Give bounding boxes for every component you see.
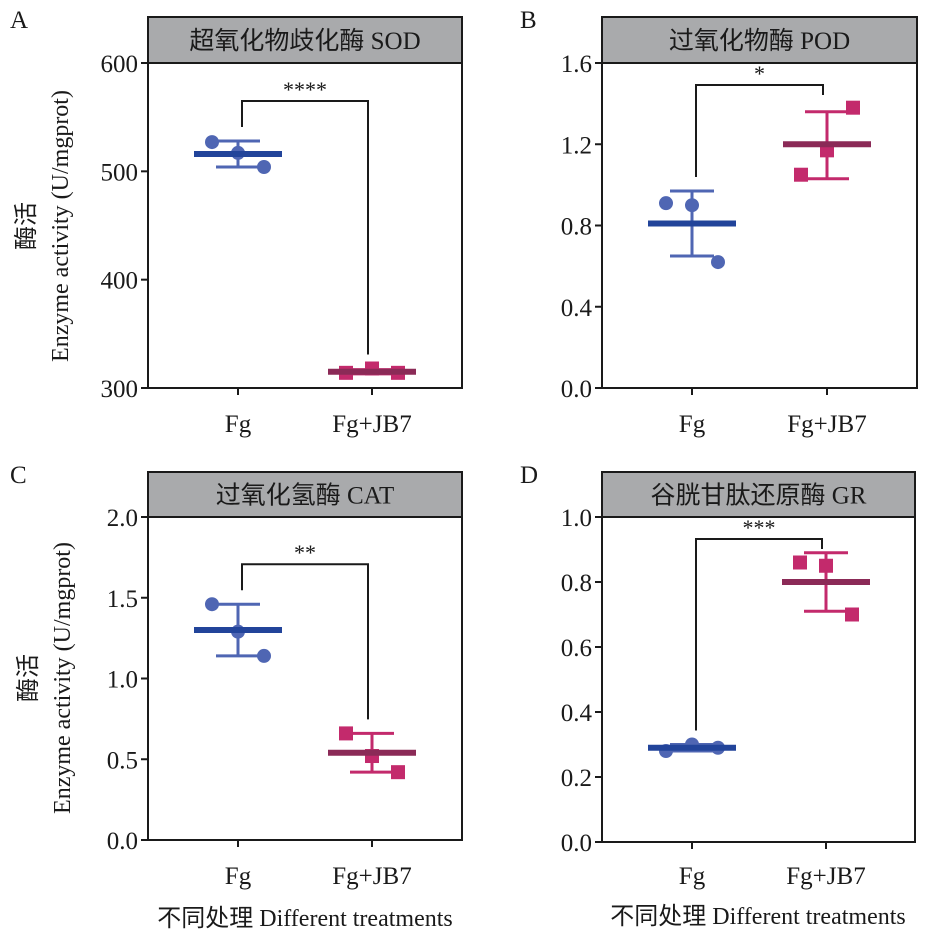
y-axis-label-bottom: 酶活 Enzyme activity (U/mgprot)	[15, 542, 76, 814]
series-fg	[648, 189, 736, 270]
y-tick-label: 1.0	[561, 505, 592, 532]
y-tick-label: 1.0	[107, 667, 138, 694]
y-tick-label: 0.2	[561, 765, 592, 792]
panel-title: 超氧化物歧化酶 SOD	[189, 27, 420, 55]
significance-label: *	[754, 61, 765, 86]
series-fg	[194, 135, 282, 174]
panel-title: 过氧化物酶 POD	[669, 27, 850, 55]
significance-bracket	[695, 538, 823, 731]
series-fg-jb7	[783, 100, 871, 182]
data-point	[339, 726, 353, 741]
y-axis-label-cn: 酶活	[13, 202, 40, 250]
series-fg-jb7	[782, 551, 870, 622]
significance-label: ***	[743, 515, 776, 540]
series-fg	[194, 597, 282, 663]
y-axis-label-cn: 酶活	[15, 654, 42, 702]
significance-label: ****	[283, 77, 327, 102]
y-tick-label: 2.0	[107, 505, 138, 532]
y-tick-label: 0.6	[561, 635, 592, 662]
panel-b-pod: B 过氧化物酶 POD 0.0 0.4 0.8 1.2 1.6 Fg Fg+JB7 *	[520, 7, 918, 438]
panel-d-gr: D 谷胱甘肽还原酶 GR 0.0 0.2 0.4 0.6 0.8 1.0 Fg Fg+JB7 ***	[520, 462, 916, 890]
data-point	[205, 135, 219, 150]
panel-a-sod: A 超氧化物歧化酶 SOD 300 400 500 600 Fg Fg+JB7 ****	[10, 7, 463, 438]
significance-label: **	[294, 540, 316, 565]
plot-frame	[147, 516, 463, 841]
panel-tag: A	[10, 7, 28, 34]
x-tick-label: Fg+JB7	[332, 863, 411, 890]
x-tick-label: Fg	[679, 863, 706, 890]
data-point	[711, 255, 725, 270]
y-tick-label: 0.4	[561, 295, 593, 322]
y-axis-label-top: 酶活 Enzyme activity (U/mgprot)	[13, 90, 74, 362]
x-tick-label: Fg	[679, 411, 706, 438]
panel-tag: C	[10, 462, 27, 489]
data-point	[391, 765, 405, 780]
y-tick-label: 0.4	[561, 700, 593, 727]
data-point	[846, 100, 860, 115]
y-axis-label-en: Enzyme activity (U/mgprot)	[48, 90, 74, 362]
y-tick-label: 600	[101, 51, 139, 78]
significance-bracket	[695, 84, 824, 177]
panel-c-cat: C 过氧化氢酶 CAT 0.0 0.5 1.0 1.5 2.0 Fg Fg+JB7 **	[10, 462, 463, 890]
data-point	[659, 196, 673, 211]
series-fg-jb7	[328, 361, 416, 380]
data-point	[819, 558, 833, 573]
x-tick-label: Fg+JB7	[786, 863, 865, 890]
panel-header	[601, 471, 916, 518]
y-tick-label: 1.2	[561, 132, 592, 159]
data-point	[257, 648, 271, 663]
y-tick-label: 0.0	[107, 828, 138, 855]
x-axis-label-left: 不同处理 Different treatments	[157, 905, 452, 932]
y-tick-label: 1.6	[561, 51, 592, 78]
x-axis-label-right: 不同处理 Different treatments	[610, 903, 905, 930]
data-point	[685, 198, 699, 213]
y-tick-label: 1.5	[107, 586, 138, 613]
y-tick-label: 400	[101, 268, 139, 295]
series-fg-jb7	[328, 726, 416, 780]
panel-header	[601, 16, 918, 64]
data-point	[793, 555, 807, 570]
data-point	[845, 607, 859, 622]
data-point	[257, 160, 271, 174]
significance-bracket	[241, 563, 369, 720]
y-tick-label: 300	[101, 376, 139, 403]
x-tick-label: Fg	[225, 863, 252, 890]
y-tick-label: 0.0	[561, 830, 592, 857]
x-tick-label: Fg+JB7	[787, 411, 866, 438]
panel-tag: D	[520, 462, 538, 489]
significance-bracket	[241, 100, 369, 355]
panel-header	[147, 471, 463, 518]
x-tick-label: Fg+JB7	[332, 411, 411, 438]
y-tick-label: 0.8	[561, 570, 592, 597]
series-fg	[648, 737, 736, 758]
panel-title: 谷胱甘肽还原酶 GR	[651, 482, 867, 510]
y-tick-label: 0.0	[561, 376, 592, 403]
y-tick-label: 0.5	[107, 747, 138, 774]
y-axis-label-en: Enzyme activity (U/mgprot)	[50, 542, 76, 814]
data-point	[205, 597, 219, 612]
y-tick-label: 0.8	[561, 214, 592, 241]
y-tick-label: 500	[101, 159, 139, 186]
panel-tag: B	[520, 7, 537, 34]
data-point	[794, 167, 808, 182]
panel-title: 过氧化氢酶 CAT	[216, 482, 394, 510]
plot-frame	[601, 516, 916, 843]
plot-frame	[147, 62, 463, 389]
panel-header	[147, 16, 463, 64]
x-tick-label: Fg	[225, 411, 252, 438]
